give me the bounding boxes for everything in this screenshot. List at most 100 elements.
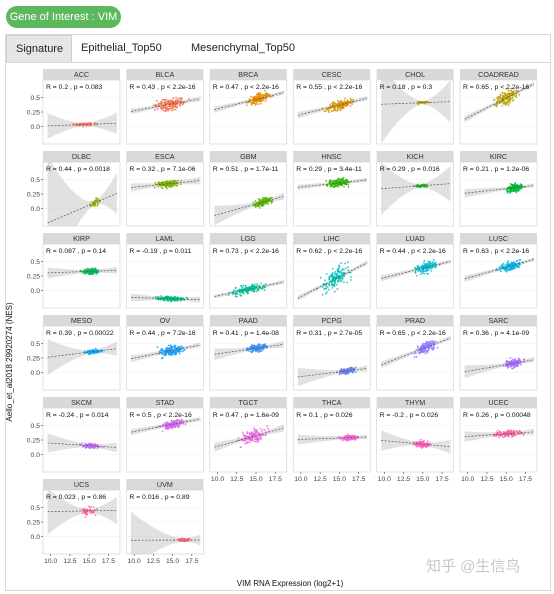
data-point	[515, 96, 518, 99]
data-point	[255, 100, 257, 103]
data-point	[426, 440, 429, 443]
data-point	[245, 441, 248, 444]
data-point	[271, 200, 274, 203]
data-point	[161, 107, 163, 110]
data-point	[425, 269, 428, 272]
facet-marks	[214, 192, 284, 226]
data-point	[326, 107, 329, 109]
data-point	[346, 100, 349, 102]
regression-line	[297, 97, 368, 116]
data-point	[97, 446, 99, 449]
confidence-band	[47, 490, 117, 535]
data-point	[334, 280, 336, 283]
gene-of-interest-badge[interactable]: Gene of Interest : VIM	[6, 6, 121, 28]
data-point	[270, 196, 273, 199]
facet-strip	[43, 479, 120, 490]
facet-marks	[464, 428, 534, 442]
data-point	[188, 98, 190, 100]
facet-thym: THYM R = -0.2 , p = 0.026	[376, 397, 454, 473]
data-point	[176, 420, 179, 423]
facet-strip-label: COADREAD	[478, 70, 519, 79]
x-tick-label: 17.5	[435, 476, 448, 483]
correlation-stat: R = 0.47 , p < 2.2e-16	[213, 84, 279, 91]
data-point	[259, 198, 262, 201]
data-point	[92, 447, 95, 450]
data-point	[509, 188, 512, 191]
data-point	[333, 107, 335, 110]
data-point	[329, 103, 331, 106]
data-point	[261, 428, 264, 431]
facet-kirc: KIRC R = 0.21 , p = 1.2e-06	[459, 151, 538, 227]
data-point	[263, 94, 265, 97]
data-point	[427, 347, 430, 350]
data-point	[170, 354, 172, 356]
data-point	[170, 186, 172, 189]
data-point	[245, 435, 248, 438]
data-point	[168, 108, 171, 110]
data-point	[436, 346, 439, 349]
data-point	[261, 286, 264, 289]
data-point	[341, 268, 344, 271]
data-point	[328, 181, 331, 184]
facet-kirp: KIRP R = 0.087 , p = 0.14 0.0 0.25 0.5	[27, 233, 121, 309]
data-point	[162, 423, 164, 426]
data-point	[269, 96, 272, 98]
regression-line	[47, 122, 117, 127]
tab-mesenchymal-top50[interactable]: Mesenchymal_Top50	[191, 42, 295, 54]
data-point	[94, 514, 97, 516]
facet-marks	[47, 490, 117, 535]
data-point	[253, 347, 256, 350]
data-point	[249, 436, 252, 439]
data-point	[259, 350, 261, 352]
data-point	[93, 352, 95, 355]
data-point	[160, 106, 163, 109]
correlation-stat: R = 0.39 , p = 0.00022	[46, 330, 114, 337]
facet-marks	[381, 430, 451, 454]
data-point	[344, 102, 347, 105]
data-point	[336, 109, 338, 112]
data-point	[341, 182, 344, 185]
data-point	[420, 445, 423, 448]
data-point	[495, 435, 498, 438]
data-point	[265, 434, 267, 436]
data-point	[102, 446, 104, 449]
y-tick-label: 0.5	[31, 95, 41, 102]
data-point	[247, 292, 249, 295]
data-point	[94, 347, 97, 350]
data-point	[243, 439, 246, 442]
facet-marks	[381, 162, 451, 216]
regression-line	[381, 337, 451, 366]
data-point	[346, 281, 348, 284]
data-point	[84, 271, 87, 274]
data-point	[510, 364, 512, 367]
data-point	[509, 190, 512, 193]
data-point	[332, 101, 335, 104]
data-point	[178, 538, 181, 540]
data-point	[422, 342, 425, 345]
data-point	[93, 268, 96, 271]
data-point	[343, 436, 346, 438]
facet-marks	[214, 340, 284, 361]
regression-line	[297, 262, 368, 299]
data-point	[331, 287, 334, 289]
data-point	[346, 103, 349, 106]
data-point	[505, 94, 508, 96]
data-point	[343, 268, 345, 271]
tab-signature[interactable]: Signature	[6, 35, 72, 62]
facet-marks	[130, 342, 201, 363]
data-point	[434, 266, 437, 269]
data-point	[78, 125, 80, 127]
tab-epithelial-top50[interactable]: Epithelial_Top50	[81, 42, 162, 54]
data-point	[164, 185, 167, 187]
data-point	[170, 184, 173, 187]
data-point	[325, 273, 328, 275]
data-point	[335, 185, 337, 188]
data-point	[506, 366, 509, 369]
data-point	[520, 363, 522, 366]
data-point	[159, 349, 162, 352]
data-point	[255, 102, 258, 105]
data-point	[427, 343, 430, 345]
data-point	[344, 370, 346, 373]
data-point	[417, 270, 420, 272]
data-point	[418, 100, 421, 103]
